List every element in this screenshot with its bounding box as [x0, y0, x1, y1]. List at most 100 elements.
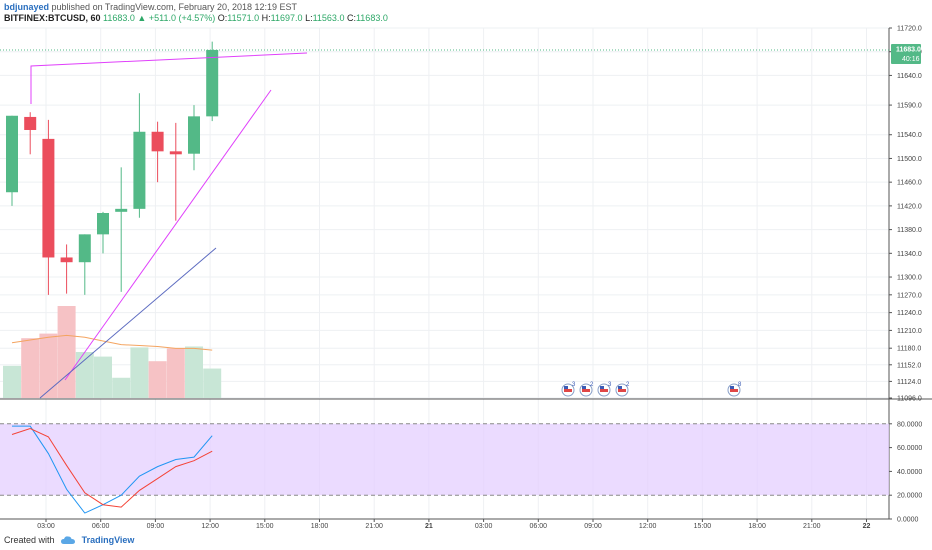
volume-bar — [75, 352, 94, 398]
volume-bar — [185, 346, 203, 398]
time-tick-label: 21 — [425, 523, 433, 530]
published-text: published on TradingView.com, February 2… — [51, 2, 298, 12]
rsi-tick-label: 80.0000 — [897, 421, 922, 428]
event-count: 3 — [608, 382, 612, 388]
candle-body[interactable] — [78, 234, 91, 263]
volume-bar — [57, 306, 76, 398]
time-tick-label: 03:00 — [37, 523, 55, 530]
time-tick-label: 15:00 — [694, 523, 712, 530]
price-tick-label: 11300.0 — [897, 275, 922, 282]
flag-stripe — [600, 389, 608, 392]
event-count: 2 — [590, 382, 594, 388]
low-value: 11563.0 — [312, 13, 345, 23]
rsi-line — [12, 425, 213, 514]
volume-bar — [130, 347, 149, 398]
volume-bar — [94, 356, 112, 398]
candle-body[interactable] — [97, 213, 109, 235]
price-tick-label: 11270.0 — [897, 292, 922, 299]
price-tick-label: 11590.0 — [897, 103, 922, 110]
candle-body[interactable] — [42, 138, 55, 258]
candle-body[interactable] — [60, 257, 73, 263]
volume-ma-line — [11, 334, 213, 351]
symbol-label: BITFINEX:BTCUSD, 60 — [4, 13, 101, 23]
time-tick-label: 06:00 — [92, 523, 110, 530]
last-value: 11683.0 — [103, 13, 135, 23]
time-tick-label: 12:00 — [639, 523, 657, 530]
tradingview-brand[interactable]: TradingView — [81, 535, 135, 545]
price-tick-label: 11124.0 — [897, 379, 921, 386]
open-label: O: — [217, 13, 228, 23]
price-tick-label: 11240.0 — [897, 310, 922, 317]
event-marker[interactable]: 8 — [727, 382, 742, 397]
event-marker[interactable]: 2 — [615, 382, 630, 397]
time-tick-label: 15:00 — [256, 523, 274, 530]
trendline-top[interactable] — [30, 52, 308, 104]
flag-canton — [600, 386, 604, 389]
price-badge-value: 11683.0 — [896, 46, 921, 53]
created-with-text: Created with — [4, 535, 55, 545]
flag-canton — [730, 386, 734, 389]
candle-body[interactable] — [151, 131, 164, 152]
price-tick-label: 11640.0 — [897, 73, 922, 80]
candle-body[interactable] — [188, 116, 200, 154]
chart-header: bdjunayed published on TradingView.com, … — [4, 2, 904, 26]
price-tick-label: 11500.0 — [897, 156, 922, 163]
price-tick-label: 11340.0 — [897, 251, 922, 258]
time-tick-label: 22 — [863, 523, 871, 530]
volume-bar — [3, 365, 21, 398]
footer: Created with TradingView — [4, 533, 304, 547]
rsi-band — [0, 423, 889, 496]
flag-stripe — [730, 389, 738, 392]
event-marker[interactable]: 3 — [597, 382, 612, 397]
price-tick-label: 11720.0 — [897, 26, 922, 33]
time-tick-label: 03:00 — [475, 523, 493, 530]
time-tick-label: 21:00 — [803, 523, 821, 530]
event-count: 3 — [572, 382, 576, 388]
flag-stripe — [564, 389, 572, 392]
change-up-icon: ▲ — [137, 13, 147, 23]
candle-body[interactable] — [133, 131, 146, 209]
rsi-line — [11, 428, 213, 508]
time-tick-label: 18:00 — [311, 523, 329, 530]
time-tick-label: 09:00 — [147, 523, 165, 530]
rsi-tick-label: 20.0000 — [897, 493, 922, 500]
flag-stripe — [618, 389, 626, 392]
price-tick-label: 11210.0 — [897, 328, 922, 335]
close-value: 11683.0 — [355, 13, 388, 23]
volume-bar — [39, 333, 58, 398]
time-tick-label: 18:00 — [748, 523, 766, 530]
price-tick-label: 11420.0 — [897, 203, 922, 210]
price-tick-label: 11152.0 — [897, 362, 921, 369]
trendline-blue[interactable] — [39, 247, 217, 399]
high-value: 11697.0 — [270, 13, 303, 23]
trendline-rising[interactable] — [64, 89, 272, 381]
author-name[interactable]: bdjunayed — [4, 2, 50, 12]
price-tick-label: 11460.0 — [897, 180, 922, 187]
open-value: 11571.0 — [227, 13, 260, 23]
rsi-tick-label: 60.0000 — [897, 445, 922, 452]
rsi-tick-label: 40.0000 — [897, 469, 922, 476]
candle-body[interactable] — [24, 116, 37, 130]
price-tick-label: 11380.0 — [897, 227, 922, 234]
candle-body[interactable] — [206, 49, 219, 117]
time-tick-label: 21:00 — [365, 523, 383, 530]
event-marker[interactable]: 3 — [561, 382, 576, 397]
candle-body[interactable] — [115, 208, 128, 212]
time-tick-label: 06:00 — [530, 523, 548, 530]
event-marker[interactable]: 2 — [579, 382, 594, 397]
flag-canton — [564, 386, 568, 389]
volume-bar — [166, 348, 185, 398]
event-count: 8 — [738, 382, 742, 388]
change-text: +511.0 (+4.57%) — [148, 13, 216, 23]
price-tick-label: 11540.0 — [897, 132, 922, 139]
flag-stripe — [582, 389, 590, 392]
close-label: C: — [346, 13, 356, 23]
time-tick-label: 12:00 — [201, 523, 219, 530]
volume-bar — [21, 338, 40, 398]
candle-body[interactable] — [6, 115, 18, 193]
flag-canton — [582, 386, 586, 389]
volume-bar — [203, 368, 222, 398]
price-chart[interactable]: 11720.011680.011640.011590.011540.011500… — [0, 0, 932, 530]
low-label: L: — [305, 13, 313, 23]
candle-body[interactable] — [169, 151, 182, 155]
